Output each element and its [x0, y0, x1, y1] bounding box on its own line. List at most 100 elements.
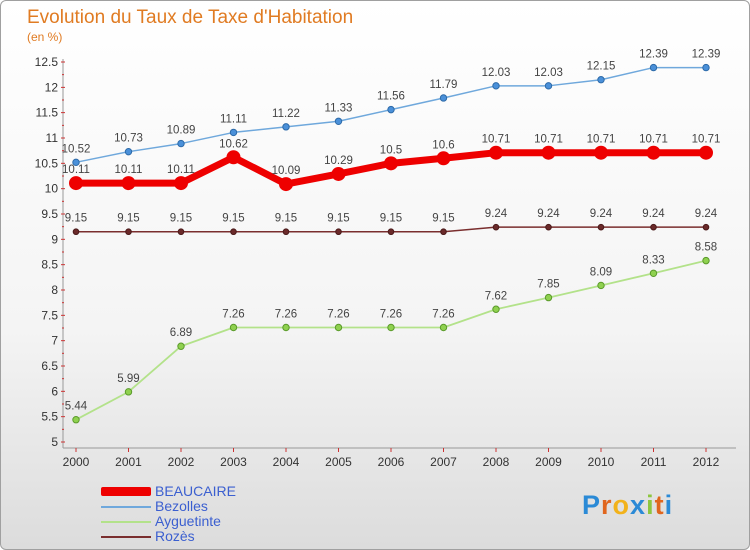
data-point-bezolles: [72, 158, 80, 167]
data-point-beaucaire: [384, 156, 398, 171]
y-tick-label: 11.5: [36, 106, 59, 120]
data-label-rozs: 9.24: [695, 208, 718, 220]
data-label-rozs: 9.24: [485, 208, 508, 220]
data-label-bezolles: 10.73: [114, 133, 143, 145]
data-point-rozs: [125, 228, 132, 236]
data-point-rozs: [650, 223, 657, 231]
data-point-bezolles: [702, 63, 710, 72]
data-point-rozs: [597, 223, 605, 231]
data-point-beaucaire: [279, 177, 293, 192]
data-point-bezolles: [387, 105, 395, 114]
data-label-bezolles: 11.11: [220, 113, 247, 125]
data-point-rozs: [545, 223, 552, 231]
legend-item-ayguetinte: Ayguetinte: [101, 513, 351, 530]
legend-swatch-bezolles: [101, 506, 151, 508]
data-label-rozs: 9.15: [222, 213, 244, 225]
data-label-rozs: 9.15: [65, 213, 87, 225]
data-label-beaucaire: 10.11: [62, 164, 90, 176]
data-label-beaucaire: 10.09: [272, 165, 301, 177]
data-point-ayguetinte: [702, 256, 710, 265]
data-point-rozs: [440, 228, 447, 236]
data-label-bezolles: 12.39: [692, 49, 721, 61]
x-tick-label: 2011: [641, 455, 667, 469]
y-tick-label: 11: [46, 131, 59, 145]
data-point-ayguetinte: [334, 323, 343, 332]
y-tick-label: 12.5: [35, 55, 59, 69]
data-label-beaucaire: 10.71: [639, 134, 668, 146]
data-point-bezolles: [229, 128, 238, 137]
legend-swatch-beaucaire: [101, 487, 151, 496]
x-tick-label: 2005: [325, 455, 352, 469]
data-label-rozs: 9.24: [590, 208, 613, 220]
data-label-ayguetinte: 5.44: [65, 401, 88, 413]
legend-item-rozes: Rozès: [101, 528, 351, 545]
data-label-ayguetinte: 7.85: [537, 279, 559, 291]
data-point-rozs: [387, 228, 395, 236]
y-tick-label: 9: [51, 232, 58, 246]
data-label-bezolles: 11.79: [430, 79, 458, 91]
legend-swatch-ayguetinte: [101, 521, 151, 523]
data-label-ayguetinte: 8.33: [642, 254, 664, 266]
data-point-ayguetinte: [72, 416, 80, 424]
y-tick-label: 8: [51, 283, 58, 297]
data-label-beaucaire: 10.5: [380, 144, 402, 156]
data-point-beaucaire: [646, 145, 661, 160]
data-point-beaucaire: [121, 176, 136, 191]
y-tick-label: 5.5: [41, 410, 58, 424]
x-tick-label: 2002: [168, 455, 195, 469]
data-label-bezolles: 11.22: [272, 108, 300, 120]
data-point-bezolles: [597, 76, 605, 84]
data-point-ayguetinte: [282, 323, 290, 332]
data-point-bezolles: [492, 82, 500, 90]
data-label-beaucaire: 10.6: [432, 139, 454, 151]
data-label-beaucaire: 10.11: [115, 164, 143, 176]
data-label-rozs: 9.15: [380, 213, 402, 225]
data-point-bezolles: [334, 117, 343, 125]
data-label-bezolles: 10.52: [62, 143, 91, 155]
y-tick-label: 12: [45, 80, 59, 94]
data-point-ayguetinte: [439, 323, 448, 332]
data-label-beaucaire: 10.62: [219, 138, 248, 150]
data-label-bezolles: 11.33: [325, 102, 353, 114]
data-label-beaucaire: 10.71: [482, 134, 511, 146]
data-label-ayguetinte: 7.26: [275, 308, 297, 320]
data-point-ayguetinte: [124, 388, 133, 396]
legend-item-beaucaire: BEAUCAIRE: [101, 483, 351, 500]
x-tick-label: 2012: [693, 455, 720, 469]
data-label-bezolles: 11.56: [377, 91, 405, 103]
data-point-beaucaire: [489, 145, 503, 160]
data-point-ayguetinte: [649, 269, 658, 277]
x-tick-label: 2004: [273, 455, 300, 469]
data-point-ayguetinte: [229, 323, 238, 332]
data-point-ayguetinte: [492, 305, 500, 313]
data-point-rozs: [177, 228, 185, 236]
data-label-beaucaire: 10.71: [534, 134, 563, 146]
data-point-bezolles: [282, 123, 290, 131]
y-tick-label: 5: [51, 435, 58, 449]
data-label-rozs: 9.15: [170, 213, 192, 225]
data-label-ayguetinte: 7.26: [380, 308, 402, 320]
y-tick-label: 7: [51, 334, 58, 348]
legend: BEAUCAIRE Bezolles Ayguetinte Rozès: [101, 483, 351, 545]
data-label-bezolles: 12.15: [587, 61, 616, 73]
data-point-rozs: [72, 228, 80, 236]
x-tick-label: 2001: [115, 455, 142, 469]
data-label-beaucaire: 10.29: [324, 155, 353, 167]
legend-swatch-rozes: [101, 536, 151, 538]
x-tick-label: 2008: [483, 455, 510, 469]
data-point-beaucaire: [69, 176, 83, 191]
data-point-beaucaire: [699, 145, 713, 160]
data-label-ayguetinte: 7.26: [327, 308, 349, 320]
proxiti-logo: Proxiti: [582, 490, 674, 520]
x-tick-label: 2007: [430, 455, 457, 469]
data-point-ayguetinte: [387, 323, 395, 332]
data-point-rozs: [230, 228, 237, 236]
data-point-beaucaire: [436, 151, 451, 166]
series-line-ayguetinte: [75, 259, 707, 421]
data-label-beaucaire: 10.71: [587, 134, 616, 146]
legend-label-bezolles: Bezolles: [155, 498, 208, 514]
data-label-bezolles: 12.03: [482, 67, 511, 79]
data-point-bezolles: [439, 94, 448, 102]
data-point-beaucaire: [541, 145, 556, 160]
